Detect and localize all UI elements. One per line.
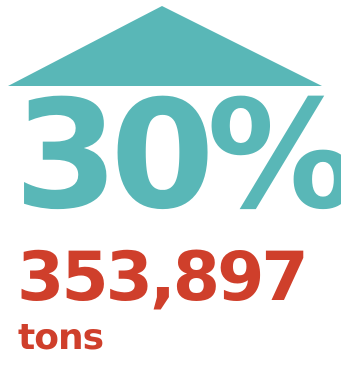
percentage-value: 30% — [14, 69, 341, 243]
amount-value: 353,897 — [17, 238, 309, 317]
roof-triangle — [8, 6, 322, 86]
roof-shape — [8, 6, 322, 86]
unit-label: tons — [18, 317, 104, 358]
house-roof-icon — [0, 0, 341, 100]
